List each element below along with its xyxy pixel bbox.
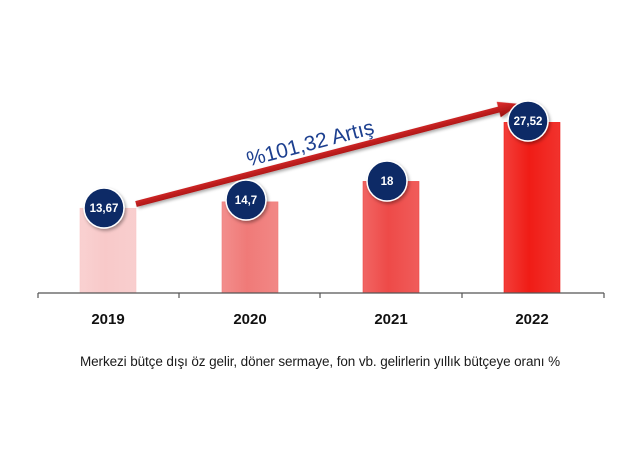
value-badge-2019: [83, 187, 125, 229]
value-badge-2021: [366, 160, 408, 202]
x-tick-label-2022: 2022: [515, 311, 548, 328]
data-label-2020: 14,7: [235, 195, 257, 207]
trend-arrow: [135, 101, 520, 207]
trend-arrow-shape: [135, 101, 520, 207]
x-tick-label-2020: 2020: [233, 311, 266, 328]
x-tick-label-2019: 2019: [91, 311, 124, 328]
bar-2022: [503, 122, 561, 294]
data-label-2021: 18: [381, 176, 394, 188]
value-badge-2020: [225, 179, 267, 221]
data-label-2022: 27,52: [514, 116, 543, 128]
chart-caption: Merkezi bütçe dışı öz gelir, döner serma…: [80, 354, 560, 369]
x-tick-label-2021: 2021: [374, 311, 407, 328]
value-badge-2022: [507, 100, 549, 142]
data-label-2019: 13,67: [90, 203, 119, 215]
